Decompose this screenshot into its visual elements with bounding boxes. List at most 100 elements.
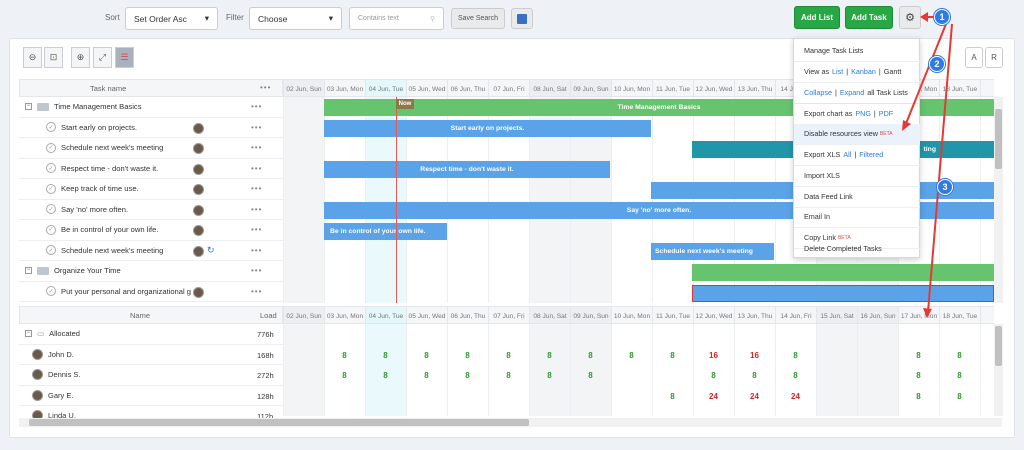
task-list-row[interactable]: − Time Management Basics ••• [19, 97, 283, 118]
menu-view-as: View as List | Kanban | Gantt [794, 62, 920, 83]
menu-manage-task-lists[interactable]: Manage Task Lists [794, 41, 920, 62]
date-header-cell: 15 Jun, Sat [816, 307, 857, 323]
view-button-r[interactable]: R [985, 47, 1003, 68]
gantt-bar[interactable]: Be in control of your own life. [324, 223, 447, 240]
collapse-link[interactable]: Collapse [804, 88, 832, 98]
more-icon[interactable]: ••• [251, 266, 263, 275]
date-header-cell: 03 Jun, Mon [324, 80, 365, 96]
fit-icon[interactable]: ⊡ [44, 47, 63, 68]
collapse-toggle-icon[interactable]: − [25, 330, 32, 338]
more-icon[interactable]: ••• [251, 122, 263, 132]
task-row[interactable]: ✓ Be in control of your own life. ••• [19, 220, 283, 241]
collapse-toggle-icon[interactable]: − [25, 267, 32, 275]
export-xls-all-link[interactable]: All [843, 150, 852, 160]
horizontal-scrollbar[interactable] [19, 418, 1002, 427]
task-row[interactable]: ✓ Keep track of time use. ••• [19, 179, 283, 200]
more-icon[interactable]: ••• [251, 204, 263, 214]
date-header-cell: 06 Jun, Thu [447, 80, 488, 96]
more-icon[interactable]: ••• [251, 225, 263, 234]
task-row[interactable]: ✓ Schedule next week's meeting ••• [19, 138, 283, 159]
check-circle-icon[interactable]: ✓ [46, 224, 56, 235]
menu-copy-link[interactable]: Copy Link BETA [794, 228, 920, 249]
grid-column [939, 97, 980, 303]
saved-search-icon[interactable] [511, 8, 533, 29]
resource-scrollbar[interactable] [994, 324, 1003, 416]
expand-icon[interactable]: ⤢ [93, 47, 112, 68]
view-kanban-link[interactable]: Kanban [851, 67, 876, 77]
more-icon[interactable]: ••• [260, 83, 272, 92]
load-cell: 8 [957, 371, 962, 380]
more-icon[interactable]: ••• [251, 143, 263, 152]
load-cell: 16 [750, 350, 759, 360]
grid-column [324, 324, 365, 416]
date-header-cell: 13 Jun, Thu [734, 307, 775, 323]
sort-select[interactable]: Set Order Asc ▾ [125, 7, 218, 30]
chevron-down-icon: ▾ [204, 13, 209, 23]
load-cell: 8 [506, 350, 511, 360]
task-list-row[interactable]: − Organize Your Time ••• [19, 261, 283, 282]
gantt-bar[interactable] [692, 264, 994, 281]
task-row[interactable]: ✓ Put your personal and organizational g •… [19, 282, 283, 302]
menu-import-xls[interactable]: Import XLS [794, 166, 920, 187]
resource-group-row[interactable]: − ▭ Allocated 776h [19, 324, 283, 345]
menu-delete-completed[interactable]: Delete Completed Tasks [804, 243, 882, 253]
more-icon[interactable]: ••• [251, 163, 263, 173]
add-list-button[interactable]: Add List [794, 6, 840, 29]
filter-value: Choose [258, 13, 288, 24]
date-header-cell: 02 Jun, Sun [283, 80, 324, 96]
check-circle-icon[interactable]: ✓ [46, 286, 56, 297]
search-input[interactable]: Contains text ⚲ [349, 7, 444, 30]
grid-column [734, 97, 775, 303]
save-search-button[interactable]: Save Search [451, 8, 505, 29]
export-xls-filtered-link[interactable]: Filtered [859, 150, 884, 160]
gantt-bar[interactable]: Respect time - don't waste it. [324, 161, 610, 178]
check-circle-icon[interactable]: ✓ [46, 204, 56, 215]
collapse-toggle-icon[interactable]: − [25, 103, 32, 111]
date-header-cell: 05 Jun, Wed [406, 80, 447, 96]
load-cell: 8 [547, 350, 552, 360]
task-row[interactable]: ✓ Schedule next week's meeting ↻ ••• [19, 241, 283, 261]
load-cell: 8 [383, 350, 388, 360]
more-icon[interactable]: ••• [251, 286, 263, 296]
zoom-in-icon[interactable]: ⊕ [71, 47, 90, 68]
gantt-scrollbar[interactable] [994, 97, 1003, 303]
zoom-out-icon[interactable]: ⊖ [23, 47, 42, 68]
filter-select[interactable]: Choose ▾ [249, 7, 342, 30]
add-task-button[interactable]: Add Task [845, 6, 893, 29]
gantt-bar[interactable]: Start early on projects. [324, 120, 651, 137]
task-name: Be in control of your own life. [61, 225, 159, 235]
menu-email-in[interactable]: Email In [794, 207, 920, 228]
export-png-link[interactable]: PNG [855, 109, 871, 119]
resources-toggle-icon[interactable]: ☰ [115, 47, 134, 68]
resource-load: 272h [257, 371, 274, 380]
gantt-bar[interactable]: Schedule next week's meeting [651, 243, 774, 260]
task-row[interactable]: ✓ Say 'no' more often. ••• [19, 200, 283, 220]
date-header-cell: 16 Jun, Sun [857, 307, 898, 323]
check-circle-icon[interactable]: ✓ [46, 142, 56, 153]
check-circle-icon[interactable]: ✓ [46, 122, 56, 133]
date-header-cell: 10 Jun, Mon [611, 80, 652, 96]
resource-row[interactable]: Dennis S. 272h [19, 365, 283, 386]
menu-disable-resources[interactable]: Disable resources view BETA [794, 124, 920, 145]
task-row[interactable]: ✓ Respect time - don't waste it. ••• [19, 159, 283, 179]
check-circle-icon[interactable]: ✓ [46, 163, 56, 174]
task-row[interactable]: ✓ Start early on projects. ••• [19, 118, 283, 138]
grid-column [775, 324, 816, 416]
settings-menu: Manage Task Lists View as List | Kanban | … [793, 38, 920, 258]
check-circle-icon[interactable]: ✓ [46, 183, 56, 194]
expand-link[interactable]: Expand [839, 88, 865, 98]
resource-row[interactable]: John D. 168h [19, 345, 283, 365]
resource-row[interactable]: Gary E. 128h [19, 386, 283, 406]
menu-data-feed[interactable]: Data Feed Link [794, 187, 920, 208]
gantt-bar[interactable] [692, 285, 994, 302]
view-list-link[interactable]: List [832, 67, 844, 77]
load-cell: 8 [670, 391, 675, 401]
check-circle-icon[interactable]: ✓ [46, 245, 56, 256]
gear-icon[interactable]: ⚙ [899, 6, 921, 29]
export-pdf-link[interactable]: PDF [878, 109, 894, 119]
more-icon[interactable]: ••• [251, 245, 263, 255]
view-button-a[interactable]: A [965, 47, 983, 68]
avatar [193, 122, 204, 134]
more-icon[interactable]: ••• [251, 102, 263, 111]
more-icon[interactable]: ••• [251, 184, 263, 193]
